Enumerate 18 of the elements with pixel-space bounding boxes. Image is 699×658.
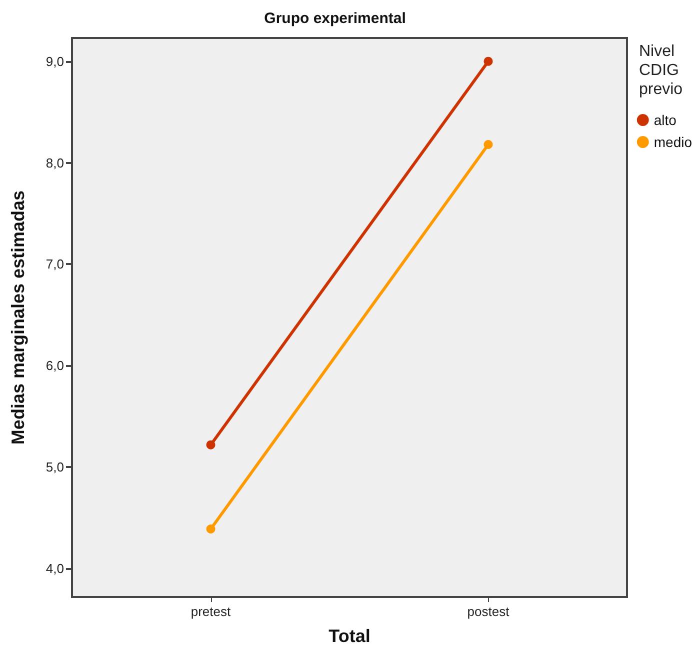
x-tick-label: postest — [467, 604, 510, 619]
chart-title: Grupo experimental — [264, 10, 406, 27]
legend-label: alto — [654, 112, 677, 128]
point — [206, 440, 216, 450]
y-tick-label: 7,0 — [46, 256, 64, 272]
x-axis-title: Total — [328, 626, 370, 646]
legend-label: medio — [654, 134, 692, 150]
y-tick-label: 6,0 — [46, 358, 64, 374]
point — [484, 140, 493, 150]
legend-title: Nivel CDIG previo — [639, 43, 684, 98]
y-tick-label: 9,0 — [46, 54, 64, 69]
point — [484, 56, 493, 66]
point — [206, 524, 216, 534]
x-tick-label: pretest — [190, 604, 232, 619]
y-axis-title: Medias marginales estimadas — [8, 190, 28, 445]
y-tick-label: 8,0 — [46, 155, 64, 170]
y-tick-label: 5,0 — [46, 460, 64, 475]
y-tick-label: 4,0 — [46, 561, 64, 576]
